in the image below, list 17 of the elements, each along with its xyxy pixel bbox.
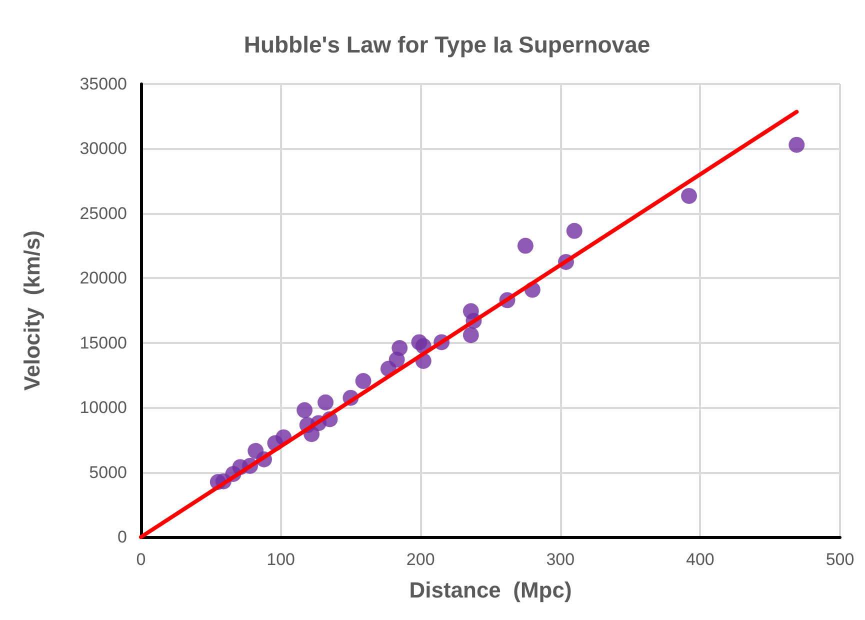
y-tick-label: 10000 [80, 398, 127, 418]
y-tick-label: 35000 [80, 74, 127, 94]
y-tick-label: 5000 [89, 462, 127, 482]
x-tick-label: 400 [686, 550, 714, 569]
x-tick-label: 200 [406, 550, 435, 569]
y-tick-label: 20000 [80, 268, 127, 288]
x-tick-label: 100 [266, 550, 295, 569]
x-tick-label: 500 [826, 550, 854, 569]
y-tick-label: 30000 [80, 139, 127, 158]
y-tick-label: 0 [118, 528, 127, 546]
y-axis-title: Velocity (km/s) [20, 230, 44, 391]
x-tick-label: 300 [546, 550, 575, 569]
x-axis-title: Distance (Mpc) [409, 578, 572, 602]
y-tick-label: 15000 [80, 333, 127, 352]
y-tick-label: 25000 [80, 204, 127, 223]
chart-title: Hubble's Law for Type Ia Supernovae [244, 32, 650, 58]
x-tick-label: 0 [136, 550, 146, 569]
